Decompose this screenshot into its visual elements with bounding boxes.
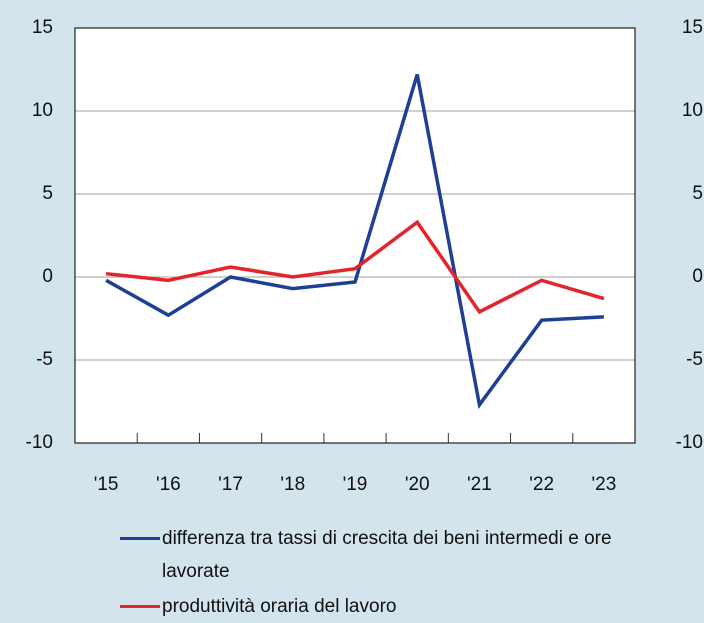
chart: -10 -5 0 5 10 15 -10 -5 0 5 10 15 '15 '16 '17 '18 '19 '20…: [26, 17, 703, 495]
plot-border: [74, 27, 636, 444]
series-line: [105, 73, 604, 410]
x-tick-label: '16: [156, 474, 181, 495]
y2-tick-label: -10: [676, 432, 703, 453]
y2-tick-label: 15: [682, 17, 703, 38]
y-tick-label: 15: [32, 17, 53, 38]
y2-tick-label: 5: [692, 183, 703, 204]
legend-swatch: [120, 537, 160, 540]
y-tick-label: -10: [26, 432, 53, 453]
legend-label: produttività oraria del lavoro: [162, 596, 397, 617]
x-tick-label: '22: [529, 474, 554, 495]
x-tick-label: '17: [218, 474, 243, 495]
series-line: [105, 219, 605, 315]
x-tick-label: '18: [280, 474, 305, 495]
legend-entry: produttività oraria del lavoro: [120, 590, 642, 623]
legend-swatch: [120, 605, 160, 608]
legend-label: differenza tra tassi di crescita dei ben…: [162, 528, 612, 582]
y-tick-label: -5: [36, 349, 53, 370]
legend-entry: differenza tra tassi di crescita dei ben…: [120, 522, 642, 588]
x-tick-label: '15: [94, 474, 119, 495]
y-tick-label: 0: [42, 266, 53, 287]
y-tick-label: 5: [42, 183, 53, 204]
x-tick-label: '23: [592, 474, 617, 495]
y2-tick-label: 10: [682, 100, 703, 121]
y-tick-label: 10: [32, 100, 53, 121]
y2-tick-label: 0: [692, 266, 703, 287]
plot-area: [75, 28, 635, 443]
x-tick-label: '21: [467, 474, 492, 495]
y2-tick-label: -5: [686, 349, 703, 370]
x-tick-label: '19: [343, 474, 368, 495]
x-tick-label: '20: [405, 474, 430, 495]
